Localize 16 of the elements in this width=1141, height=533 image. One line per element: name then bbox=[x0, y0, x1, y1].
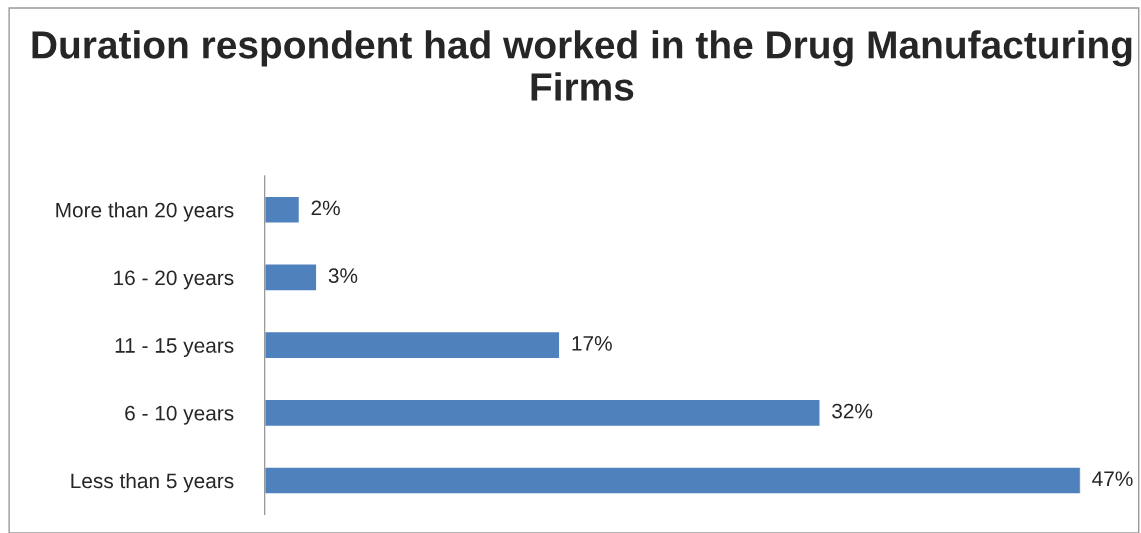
bar bbox=[264, 263, 318, 292]
data-label: 32% bbox=[832, 403, 873, 419]
bar bbox=[264, 466, 1081, 495]
data-label: 47% bbox=[1092, 471, 1133, 487]
y-tick-label: 16 - 20 years bbox=[114, 270, 234, 290]
bar bbox=[264, 398, 821, 428]
data-label: 2% bbox=[311, 200, 340, 216]
bar bbox=[264, 330, 561, 360]
y-tick-label: Less than 5 years bbox=[71, 472, 234, 493]
y-tick-label: 11 - 15 years bbox=[115, 338, 234, 357]
chart-title: Duration respondent had worked in the Drug Manufacturing Firms bbox=[32, 30, 1132, 101]
y-tick-label: More than 20 years bbox=[56, 202, 234, 222]
data-label: 3% bbox=[328, 268, 358, 284]
bar bbox=[264, 195, 301, 224]
y-tick-label: 6 - 10 years bbox=[125, 405, 234, 425]
data-label: 17% bbox=[572, 336, 612, 351]
